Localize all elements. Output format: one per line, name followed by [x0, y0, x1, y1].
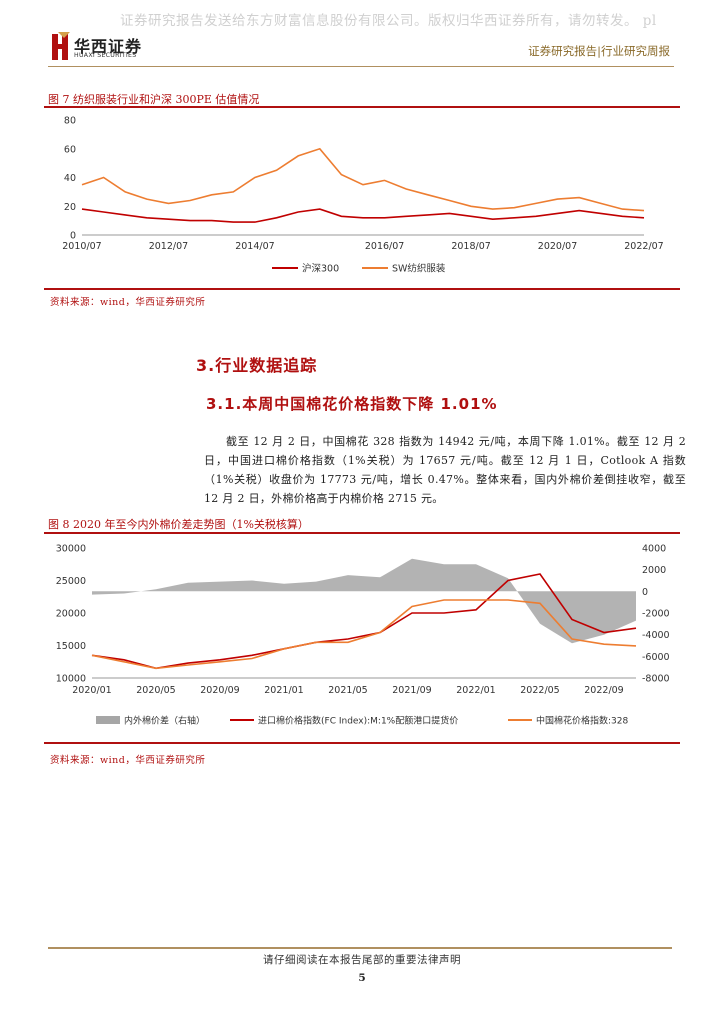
- y-right-tick-label: -4000: [642, 630, 670, 641]
- x-tick-label: 2020/01: [72, 685, 111, 696]
- figure7-top-rule: [44, 106, 680, 108]
- figure8-source: 资料来源：wind，华西证券研究所: [50, 755, 206, 766]
- x-tick-label: 2020/07: [538, 241, 577, 252]
- spread-area: [92, 558, 636, 644]
- x-tick-label: 2010/07: [62, 241, 101, 252]
- legend-label: 进口棉价格指数(FC Index):M:1%配额港口提货价: [258, 715, 458, 727]
- series-line-1: [91, 573, 637, 670]
- footer-disclaimer: 请仔细阅读在本报告尾部的重要法律声明: [263, 954, 461, 966]
- y-tick-label: 40: [64, 173, 76, 184]
- series-line-1: [81, 147, 645, 212]
- y-right-tick-label: 2000: [642, 565, 666, 576]
- header-report-type: 证券研究报告|行业研究周报: [528, 44, 670, 58]
- figure8-top-rule: [44, 532, 680, 534]
- x-tick-label: 2016/07: [365, 241, 404, 252]
- footer-divider: [48, 947, 672, 949]
- y-right-tick-label: -8000: [642, 674, 670, 685]
- x-tick-label: 2018/07: [451, 241, 490, 252]
- subsection-heading: 3.1.本周中国棉花价格指数下降 1.01%: [206, 395, 498, 413]
- logo-en-text: HUAXI SECURITIES: [74, 52, 137, 59]
- x-tick-label: 2022/05: [520, 685, 559, 696]
- figure8-caption: 图 8 2020 年至今内外棉价差走势图（1%关税核算）: [48, 518, 309, 531]
- y-right-tick-label: 0: [642, 587, 648, 598]
- x-tick-label: 2020/09: [200, 685, 239, 696]
- y-right-tick-label: 4000: [642, 544, 666, 555]
- legend-label: SW纺织服装: [392, 263, 446, 275]
- legend-label: 沪深300: [302, 263, 339, 275]
- y-left-tick-label: 10000: [56, 674, 86, 685]
- logo-cn-text: 华西证券: [74, 37, 143, 56]
- series-line-2: [91, 599, 637, 670]
- body-paragraph: 截至 12 月 2 日，中国棉花 328 指数为 14942 元/吨，本周下降 …: [204, 435, 686, 505]
- x-tick-label: 2022/01: [456, 685, 495, 696]
- y-tick-label: 20: [64, 202, 76, 213]
- x-tick-label: 2012/07: [149, 241, 188, 252]
- legend-label: 中国棉花价格指数:328: [536, 715, 628, 727]
- x-tick-label: 2014/07: [235, 241, 274, 252]
- y-left-tick-label: 20000: [56, 609, 86, 620]
- x-tick-label: 2021/05: [328, 685, 367, 696]
- legend-label: 内外棉价差（右轴）: [124, 715, 205, 727]
- figure8-bottom-rule: [44, 742, 680, 744]
- huaxi-logo-icon: [52, 32, 70, 60]
- y-right-tick-label: -2000: [642, 609, 670, 620]
- section-heading: 3.行业数据追踪: [196, 356, 318, 375]
- figure7-caption: 图 7 纺织服装行业和沪深 300PE 估值情况: [48, 93, 260, 106]
- series-line-0: [81, 208, 645, 223]
- y-tick-label: 60: [64, 144, 76, 155]
- header-divider: [48, 66, 674, 67]
- figure7-source: 资料来源：wind，华西证券研究所: [50, 297, 206, 308]
- y-right-tick-label: -6000: [642, 652, 670, 663]
- y-tick-label: 80: [64, 116, 76, 127]
- page-number: 5: [358, 972, 366, 984]
- x-tick-label: 2021/09: [392, 685, 431, 696]
- x-tick-label: 2021/01: [264, 685, 303, 696]
- y-left-tick-label: 30000: [56, 544, 86, 555]
- y-left-tick-label: 15000: [56, 641, 86, 652]
- legend-swatch: [96, 716, 120, 724]
- x-tick-label: 2020/05: [136, 685, 175, 696]
- figure7-chart: 0 20 40 60 80 2010/07 2012/07 2014/07 2016/07 201…: [62, 116, 663, 275]
- figure7-bottom-rule: [44, 288, 680, 290]
- y-left-tick-label: 25000: [56, 576, 86, 587]
- watermark: 证券研究报告发送给东方财富信息股份有限公司。版权归华西证券所有，请勿转发。 pl: [120, 13, 657, 29]
- y-tick-label: 0: [70, 231, 76, 242]
- x-tick-label: 2022/07: [624, 241, 663, 252]
- x-tick-label: 2022/09: [584, 685, 623, 696]
